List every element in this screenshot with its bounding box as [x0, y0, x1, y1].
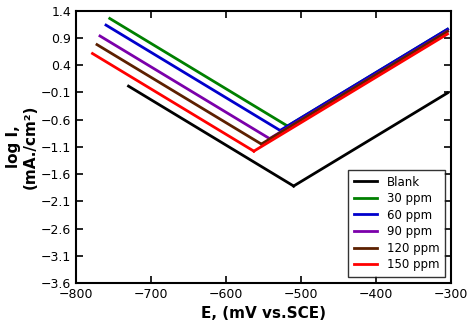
30 ppm: [445, 27, 450, 31]
120 ppm: [411, 50, 417, 54]
Blank: [291, 184, 296, 188]
120 ppm: [359, 81, 365, 85]
Y-axis label: log I,
(mA./cm²): log I, (mA./cm²): [6, 105, 38, 189]
30 ppm: [285, 124, 291, 128]
Blank: [374, 134, 380, 138]
90 ppm: [440, 32, 446, 36]
60 ppm: [377, 68, 383, 72]
60 ppm: [441, 30, 447, 34]
120 ppm: [445, 29, 450, 33]
150 ppm: [356, 86, 362, 90]
Line: Blank: Blank: [293, 93, 447, 186]
30 ppm: [380, 67, 386, 71]
120 ppm: [258, 142, 264, 146]
150 ppm: [366, 79, 372, 83]
30 ppm: [371, 72, 377, 76]
Line: 30 ppm: 30 ppm: [288, 29, 447, 126]
120 ppm: [348, 88, 354, 92]
30 ppm: [361, 78, 366, 82]
30 ppm: [416, 45, 421, 49]
90 ppm: [351, 86, 357, 90]
60 ppm: [414, 45, 420, 49]
60 ppm: [357, 80, 363, 84]
120 ppm: [369, 75, 375, 79]
X-axis label: E, (mV vs.SCE): E, (mV vs.SCE): [201, 306, 326, 321]
Blank: [364, 140, 370, 144]
90 ppm: [412, 48, 418, 52]
60 ppm: [277, 129, 283, 132]
90 ppm: [363, 78, 369, 82]
90 ppm: [445, 29, 450, 33]
150 ppm: [344, 93, 350, 97]
120 ppm: [347, 89, 353, 93]
150 ppm: [445, 32, 450, 36]
60 ppm: [358, 80, 364, 84]
Legend: Blank, 30 ppm, 60 ppm, 90 ppm, 120 ppm, 150 ppm: Blank, 30 ppm, 60 ppm, 90 ppm, 120 ppm, …: [348, 170, 446, 277]
Blank: [441, 93, 447, 97]
90 ppm: [352, 85, 358, 89]
Line: 60 ppm: 60 ppm: [280, 29, 447, 130]
Line: 120 ppm: 120 ppm: [261, 31, 447, 144]
60 ppm: [445, 27, 450, 31]
30 ppm: [362, 77, 367, 81]
30 ppm: [441, 30, 447, 34]
60 ppm: [368, 74, 374, 77]
150 ppm: [343, 94, 349, 97]
Blank: [417, 108, 423, 112]
90 ppm: [373, 73, 378, 77]
150 ppm: [410, 53, 415, 57]
Blank: [365, 139, 371, 143]
150 ppm: [440, 35, 446, 39]
Line: 150 ppm: 150 ppm: [254, 34, 447, 151]
Blank: [445, 91, 450, 95]
90 ppm: [267, 137, 273, 141]
Blank: [383, 129, 388, 132]
Line: 90 ppm: 90 ppm: [270, 31, 447, 139]
120 ppm: [440, 32, 446, 36]
150 ppm: [251, 149, 257, 153]
